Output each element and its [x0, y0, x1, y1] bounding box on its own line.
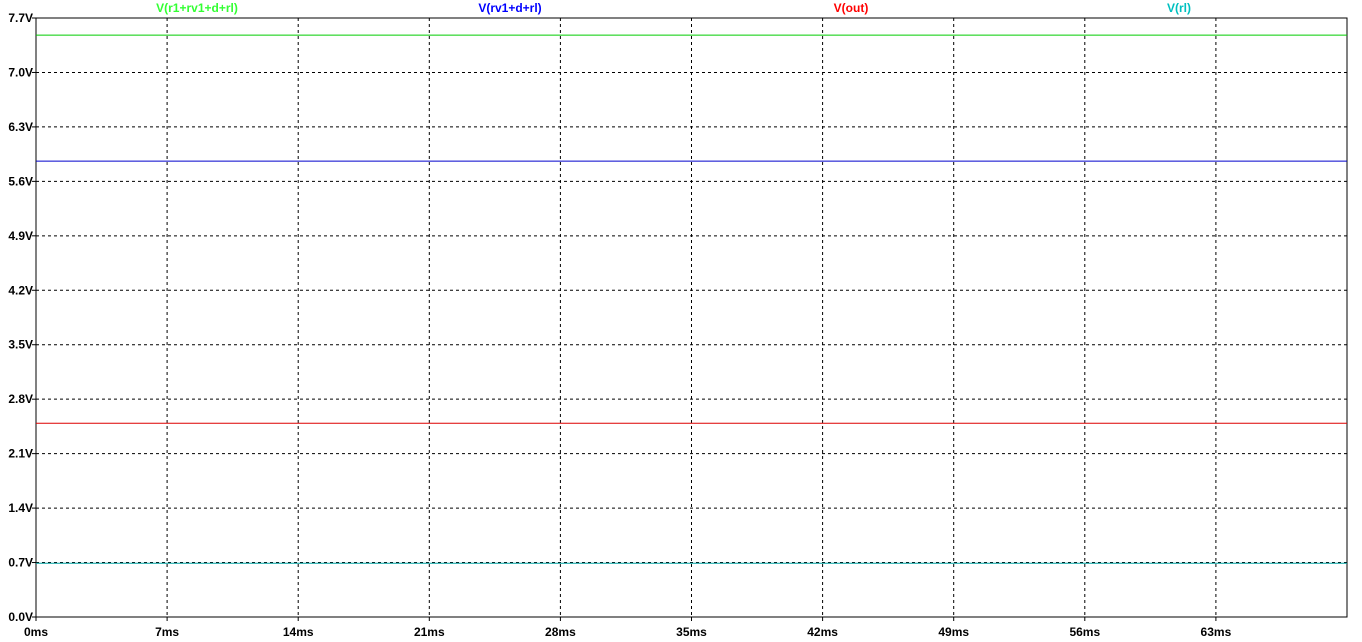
- y-tick-label: 7.7V: [8, 11, 33, 25]
- y-tick-label: 7.0V: [8, 65, 33, 79]
- y-tick-label: 0.0V: [8, 610, 33, 624]
- x-tick-label: 7ms: [155, 625, 179, 639]
- legend: V(r1+rv1+d+rl) V(rv1+d+rl) V(out) V(rl): [156, 1, 1191, 15]
- series-layer: [36, 34, 1347, 564]
- y-tick-label: 1.4V: [8, 501, 33, 515]
- axes: 0ms 7ms 14ms 21ms 28ms 35ms 42ms 49ms 56ms 63ms 0.…: [8, 11, 1231, 639]
- y-tick-label: 6.3V: [8, 120, 33, 134]
- y-tick-label: 4.9V: [8, 229, 33, 243]
- y-tick-label: 5.6V: [8, 174, 33, 188]
- legend-entry-3[interactable]: V(out): [834, 1, 869, 15]
- y-tick-label: 0.7V: [8, 556, 33, 570]
- x-tick-label: 42ms: [807, 625, 838, 639]
- legend-entry-4[interactable]: V(rl): [1167, 1, 1191, 15]
- x-tick-label: 35ms: [676, 625, 707, 639]
- x-tick-label: 0ms: [24, 625, 48, 639]
- x-tick-label: 49ms: [938, 625, 969, 639]
- x-tick-label: 21ms: [414, 625, 445, 639]
- x-tick-label: 14ms: [283, 625, 314, 639]
- x-tick-label: 28ms: [545, 625, 576, 639]
- y-tick-label: 2.8V: [8, 392, 33, 406]
- grid: [36, 18, 1347, 617]
- x-tick-label: 56ms: [1069, 625, 1100, 639]
- legend-entry-2[interactable]: V(rv1+d+rl): [478, 1, 541, 15]
- x-tick-label: 63ms: [1201, 625, 1232, 639]
- legend-entry-1[interactable]: V(r1+rv1+d+rl): [156, 1, 238, 15]
- y-tick-label: 3.5V: [8, 338, 33, 352]
- y-tick-label: 2.1V: [8, 447, 33, 461]
- y-tick-label: 4.2V: [8, 283, 33, 297]
- plot-frame: [35, 17, 1348, 618]
